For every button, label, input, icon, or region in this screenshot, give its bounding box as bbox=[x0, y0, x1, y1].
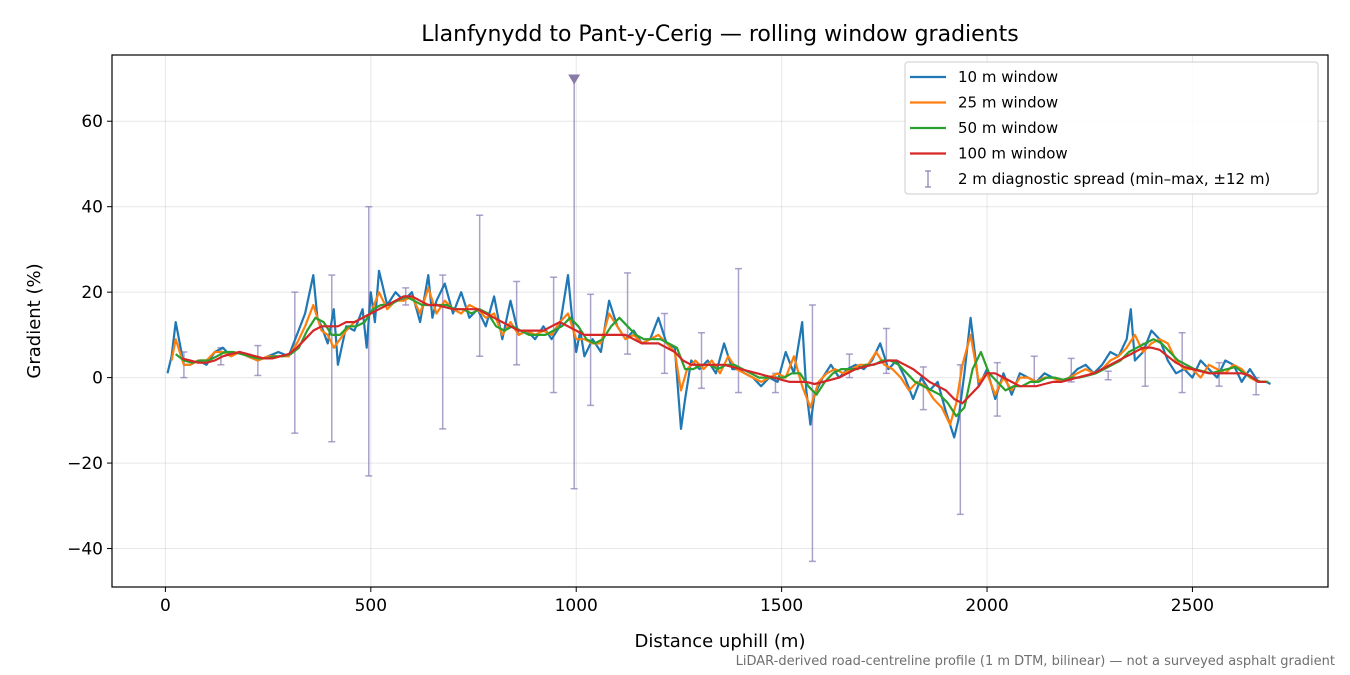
spread-errorbar bbox=[661, 312, 669, 375]
series-line-1 bbox=[166, 269, 1272, 439]
plot-frame bbox=[111, 54, 1329, 588]
x-tick-label: 1000 bbox=[555, 596, 598, 616]
legend: 10 m window 25 m window 50 m window 100 m w… bbox=[904, 61, 1319, 195]
spread-errorbar bbox=[587, 293, 595, 407]
x-tick-label: 2000 bbox=[965, 596, 1008, 616]
y-axis-label: Gradient (%) bbox=[24, 263, 45, 378]
legend-label-4: 100 m window bbox=[958, 145, 1068, 163]
spread-errorbar bbox=[919, 366, 927, 411]
legend-label-1: 10 m window bbox=[958, 68, 1058, 86]
legend-label-2: 25 m window bbox=[958, 94, 1058, 112]
spread-errorbar bbox=[291, 291, 299, 434]
y-tick-label: 20 bbox=[81, 283, 103, 303]
legend-box bbox=[904, 61, 1319, 195]
spread-errorbar bbox=[568, 74, 581, 490]
y-tick-label: −20 bbox=[67, 454, 103, 474]
axis-ticks: 0 500 1000 1500 2000 2500 −40 −20 0 20 40 60 bbox=[67, 112, 1214, 616]
x-tick-label: 2500 bbox=[1171, 596, 1214, 616]
series-line-4 bbox=[181, 295, 1267, 405]
series-line-2 bbox=[170, 286, 1267, 426]
legend-label-spread: 2 m diagnostic spread (min–max, ±12 m) bbox=[958, 170, 1270, 188]
legend-label-3: 50 m window bbox=[958, 119, 1058, 137]
y-tick-label: 60 bbox=[81, 112, 103, 132]
y-tick-label: 40 bbox=[81, 198, 103, 218]
diagnostic-spread bbox=[180, 74, 1260, 563]
x-tick-label: 1500 bbox=[760, 596, 803, 616]
x-axis-label: Distance uphill (m) bbox=[635, 631, 806, 652]
chart-title: Llanfynydd to Pant-y-Cerig — rolling win… bbox=[421, 22, 1018, 47]
spread-errorbar bbox=[734, 267, 742, 394]
x-tick-label: 500 bbox=[355, 596, 387, 616]
spread-errorbar bbox=[808, 304, 816, 563]
spread-errorbar bbox=[624, 272, 632, 355]
footnote: LiDAR-derived road-centreline profile (1… bbox=[736, 654, 1335, 669]
y-tick-label: −40 bbox=[67, 540, 103, 560]
spread-errorbar bbox=[1104, 370, 1112, 381]
spread-errorbar bbox=[365, 205, 373, 477]
spread-clipped-marker bbox=[568, 74, 581, 85]
series-lines bbox=[166, 269, 1272, 439]
spread-errorbar bbox=[476, 214, 484, 358]
spread-errorbar bbox=[845, 353, 853, 379]
grid bbox=[112, 55, 1328, 587]
spread-errorbar bbox=[328, 274, 336, 443]
spread-errorbar bbox=[698, 332, 706, 390]
spread-errorbar bbox=[439, 274, 447, 430]
y-tick-label: 0 bbox=[92, 369, 103, 389]
x-tick-label: 0 bbox=[160, 596, 171, 616]
